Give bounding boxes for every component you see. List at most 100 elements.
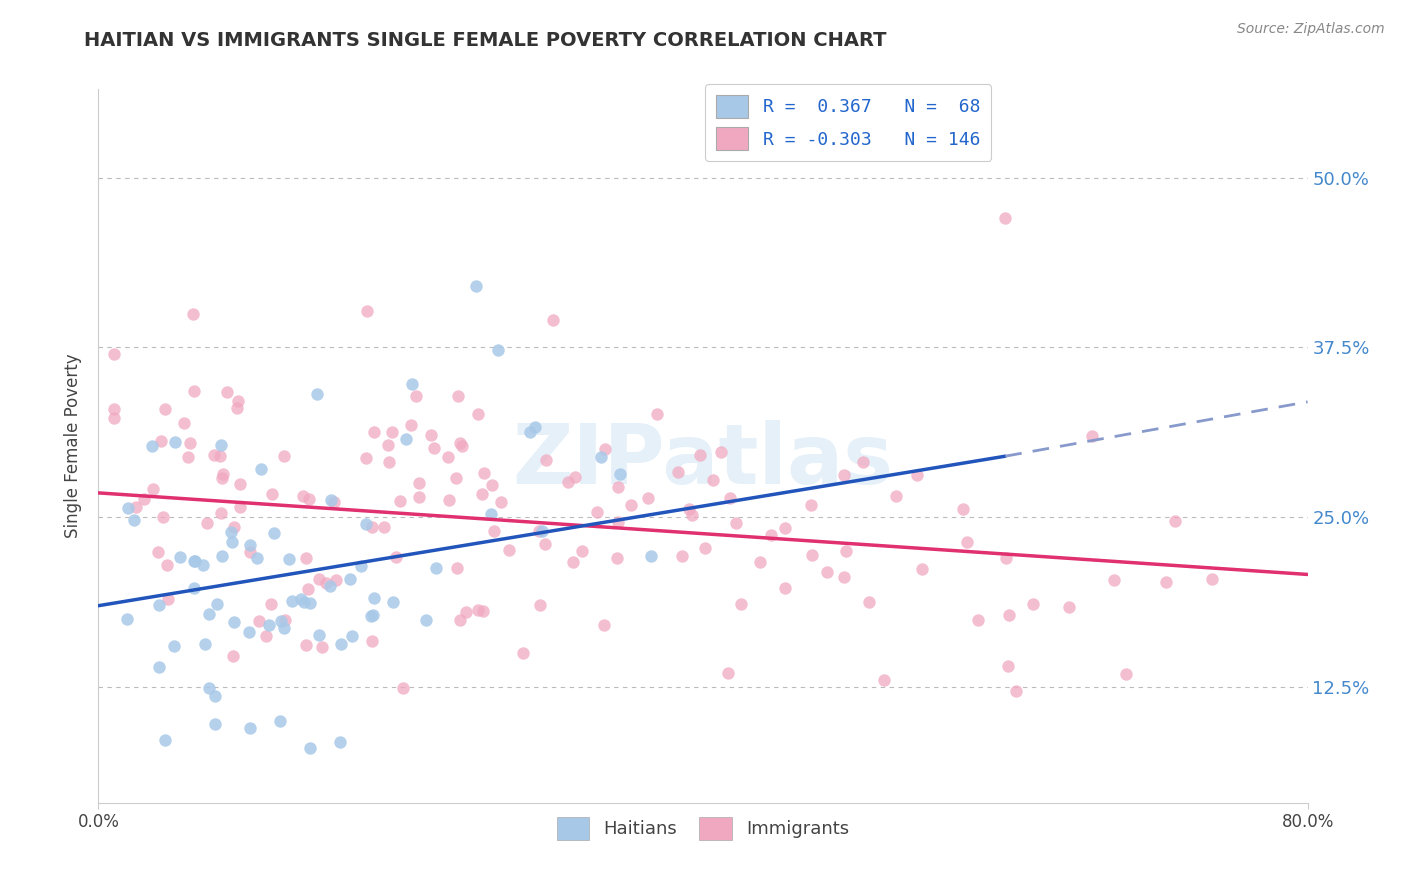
- Point: [678, 502, 700, 516]
- Point: [254, 629, 277, 643]
- Point: [681, 508, 703, 523]
- Point: [183, 384, 205, 398]
- Point: [360, 609, 382, 624]
- Point: [749, 555, 772, 569]
- Point: [966, 613, 988, 627]
- Text: HAITIAN VS IMMIGRANTS SINGLE FEMALE POVERTY CORRELATION CHART: HAITIAN VS IMMIGRANTS SINGLE FEMALE POVE…: [84, 31, 887, 50]
- Point: [637, 491, 659, 505]
- Point: [730, 597, 752, 611]
- Point: [454, 605, 477, 619]
- Point: [142, 482, 165, 496]
- Point: [606, 480, 628, 494]
- Point: [832, 468, 855, 483]
- Point: [270, 614, 292, 628]
- Point: [323, 495, 346, 509]
- Point: [436, 450, 458, 464]
- Point: [204, 716, 226, 731]
- Point: [339, 572, 361, 586]
- Point: [219, 525, 242, 540]
- Point: [717, 666, 740, 681]
- Point: [319, 579, 342, 593]
- Point: [260, 597, 283, 611]
- Point: [519, 425, 541, 439]
- Point: [297, 582, 319, 597]
- Point: [125, 500, 148, 515]
- Point: [150, 434, 173, 449]
- Point: [224, 520, 246, 534]
- Point: [415, 613, 437, 627]
- Point: [342, 629, 364, 643]
- Point: [361, 519, 384, 533]
- Point: [103, 410, 125, 425]
- Point: [350, 559, 373, 574]
- Point: [527, 524, 550, 539]
- Point: [401, 376, 423, 391]
- Point: [132, 491, 155, 506]
- Point: [446, 561, 468, 575]
- Point: [571, 544, 593, 558]
- Point: [529, 598, 551, 612]
- Point: [325, 573, 347, 587]
- Point: [307, 387, 329, 401]
- Point: [479, 508, 502, 522]
- Point: [238, 625, 260, 640]
- Point: [481, 478, 503, 492]
- Point: [329, 734, 352, 748]
- Y-axis label: Single Female Poverty: Single Female Poverty: [65, 354, 83, 538]
- Point: [229, 477, 252, 491]
- Point: [239, 545, 262, 559]
- Point: [278, 552, 301, 566]
- Point: [531, 524, 554, 538]
- Point: [148, 545, 170, 559]
- Point: [373, 520, 395, 534]
- Point: [311, 640, 333, 654]
- Point: [471, 487, 494, 501]
- Point: [561, 555, 583, 569]
- Point: [202, 448, 225, 462]
- Point: [153, 402, 176, 417]
- Point: [222, 615, 245, 629]
- Point: [205, 597, 228, 611]
- Point: [425, 561, 447, 575]
- Point: [858, 594, 880, 608]
- Point: [467, 407, 489, 421]
- Point: [381, 425, 404, 439]
- Point: [308, 628, 330, 642]
- Point: [226, 394, 249, 409]
- Point: [184, 554, 207, 568]
- Point: [115, 612, 138, 626]
- Point: [197, 681, 219, 696]
- Point: [800, 499, 823, 513]
- Point: [209, 438, 232, 452]
- Point: [103, 347, 125, 361]
- Point: [689, 448, 711, 462]
- Point: [640, 549, 662, 564]
- Point: [148, 660, 170, 674]
- Point: [595, 442, 617, 457]
- Point: [152, 509, 174, 524]
- Point: [389, 493, 412, 508]
- Point: [451, 439, 474, 453]
- Point: [512, 646, 534, 660]
- Point: [693, 541, 716, 556]
- Point: [994, 550, 1017, 565]
- Point: [141, 439, 163, 453]
- Point: [281, 594, 304, 608]
- Point: [273, 621, 295, 635]
- Point: [299, 596, 322, 610]
- Point: [702, 473, 724, 487]
- Point: [299, 741, 322, 756]
- Point: [194, 637, 217, 651]
- Point: [437, 492, 460, 507]
- Point: [444, 470, 467, 484]
- Point: [449, 613, 471, 627]
- Point: [405, 389, 427, 403]
- Point: [472, 604, 495, 618]
- Point: [489, 495, 512, 509]
- Point: [211, 549, 233, 563]
- Point: [952, 501, 974, 516]
- Point: [666, 465, 689, 479]
- Point: [775, 581, 797, 595]
- Point: [671, 549, 693, 563]
- Point: [156, 558, 179, 573]
